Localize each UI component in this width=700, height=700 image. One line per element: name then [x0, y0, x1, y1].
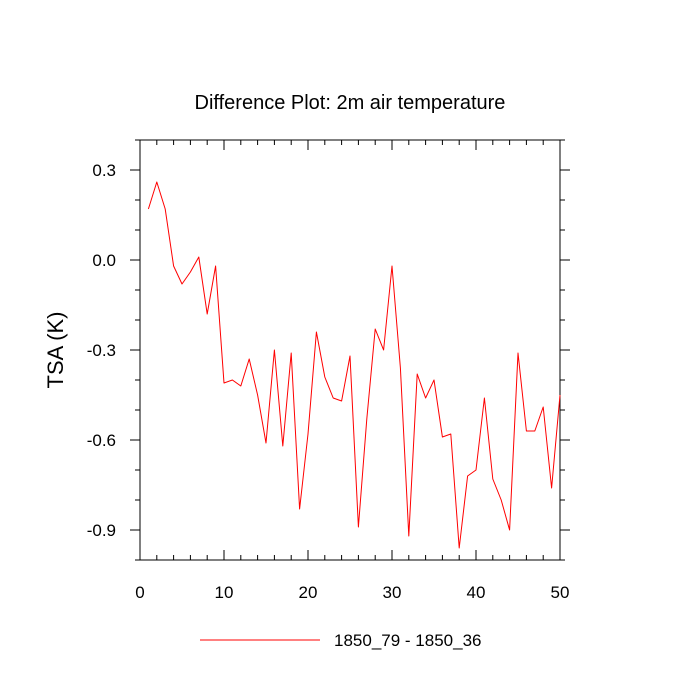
x-axis-tick-labels: 0 10 20 30 40 50	[135, 583, 569, 602]
x-tick-label: 20	[299, 583, 318, 602]
x-tick-label: 30	[383, 583, 402, 602]
y-tick-label: 0.3	[92, 161, 116, 180]
y-tick-label: -0.6	[87, 431, 116, 450]
x-tick-label: 10	[215, 583, 234, 602]
x-axis-ticks	[139, 140, 561, 560]
y-tick-label: 0.0	[92, 251, 116, 270]
series-group	[147, 181, 561, 549]
y-tick-label: -0.9	[87, 521, 116, 540]
y-axis-tick-labels: 0.3 0.0 -0.3 -0.6 -0.9	[87, 161, 116, 540]
legend-label: 1850_79 - 1850_36	[334, 631, 481, 650]
y-axis-ticks	[130, 139, 570, 561]
x-tick-label: 0	[135, 583, 144, 602]
y-axis-label: TSA (K)	[43, 311, 68, 388]
y-tick-label: -0.3	[87, 341, 116, 360]
legend: 1850_79 - 1850_36	[200, 631, 481, 650]
plot-frame	[139, 139, 561, 561]
series-line	[147, 181, 561, 549]
chart-title: Difference Plot: 2m air temperature	[195, 92, 506, 114]
x-tick-label: 40	[467, 583, 486, 602]
x-tick-label: 50	[551, 583, 570, 602]
